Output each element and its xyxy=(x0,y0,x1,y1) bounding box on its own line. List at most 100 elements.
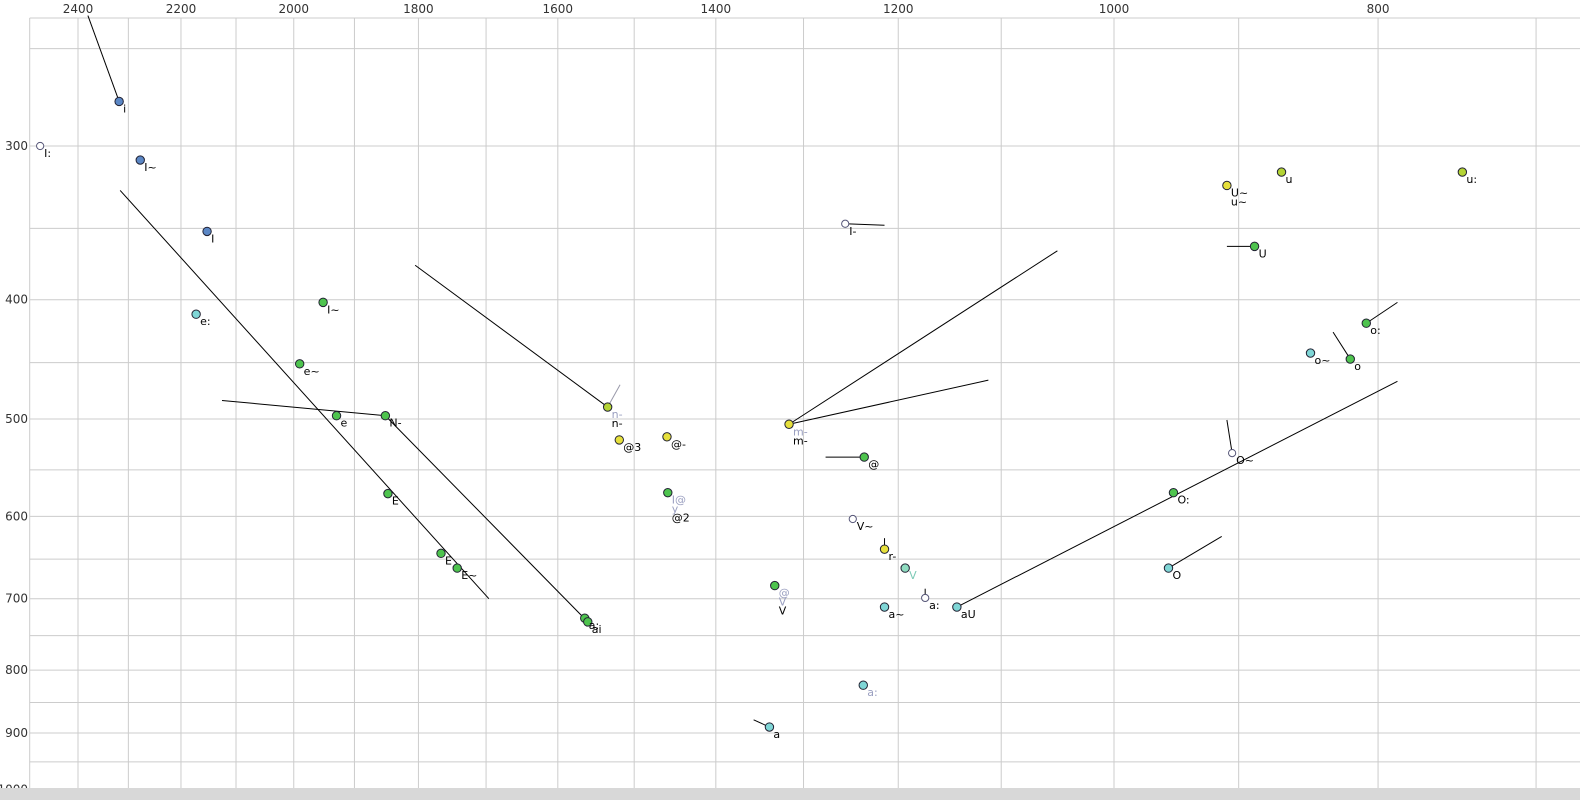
data-point xyxy=(114,96,124,107)
data-point xyxy=(614,435,624,445)
point-label: e~ xyxy=(304,365,320,378)
data-point xyxy=(784,419,794,429)
data-point xyxy=(1345,354,1355,364)
point-label: @ xyxy=(779,587,790,600)
point-tail-line xyxy=(845,223,885,226)
data-point xyxy=(900,563,910,573)
y-axis-tick-label: 600 xyxy=(5,509,28,523)
point-label: o~ xyxy=(1315,354,1331,367)
x-axis-tick-label: 2200 xyxy=(166,2,197,16)
data-point xyxy=(1457,167,1468,177)
data-point xyxy=(191,309,201,319)
point-label: r- xyxy=(889,550,897,563)
point-label: V xyxy=(779,605,787,618)
data-point xyxy=(1249,241,1260,252)
point-label: i xyxy=(123,102,126,115)
point-label: m- xyxy=(793,434,808,447)
x-axis-tick-label: 2400 xyxy=(63,2,94,16)
data-point xyxy=(859,452,869,462)
point-label: a~ xyxy=(889,608,905,621)
data-point xyxy=(383,488,393,499)
point-label: U~ xyxy=(1231,186,1248,199)
x-axis-tick-label: 1800 xyxy=(403,2,434,16)
data-point xyxy=(879,602,890,612)
data-point xyxy=(1222,180,1232,191)
data-point xyxy=(879,544,890,554)
point-label: @- xyxy=(671,438,686,451)
data-point xyxy=(1305,348,1316,358)
data-point xyxy=(770,580,780,591)
point-label: u: xyxy=(1466,173,1477,186)
point-label: V~ xyxy=(857,520,874,533)
point-label: u~ xyxy=(1231,195,1247,208)
data-point xyxy=(318,297,328,308)
data-point xyxy=(1163,563,1174,573)
trajectory-line xyxy=(119,190,490,600)
point-label: I~ xyxy=(327,303,339,316)
point-label: O~ xyxy=(1236,454,1254,467)
x-axis-tick-label: 1200 xyxy=(883,2,914,16)
y-axis-tick-label: 300 xyxy=(5,139,28,153)
data-point xyxy=(848,514,857,524)
point-label: V xyxy=(779,596,787,609)
x-axis-tick-label: 2000 xyxy=(278,2,309,16)
point-label: n- xyxy=(612,417,623,430)
point-label: I- xyxy=(849,225,856,238)
point-label: u xyxy=(1286,173,1293,186)
point-tail-line xyxy=(1226,419,1233,454)
data-point xyxy=(380,411,391,421)
data-point xyxy=(602,402,613,412)
point-tail-line xyxy=(221,399,386,417)
point-label: N- xyxy=(389,417,401,430)
point-tail-line xyxy=(788,250,1058,425)
point-label: I@ xyxy=(672,494,686,507)
point-label: U xyxy=(1259,247,1267,260)
point-label: m- xyxy=(793,425,808,438)
bottom-bar xyxy=(0,788,1580,800)
point-label: y xyxy=(672,503,679,516)
point-label: E xyxy=(392,495,399,508)
data-point xyxy=(952,602,962,612)
point-label: E xyxy=(445,554,452,567)
data-point xyxy=(36,141,45,151)
y-axis-tick-label: 500 xyxy=(5,412,28,426)
x-axis-tick-label: 800 xyxy=(1367,2,1390,16)
point-label: I xyxy=(211,232,214,245)
point-label: e xyxy=(341,417,348,430)
point-label: V xyxy=(909,569,917,582)
point-label: E~ xyxy=(461,569,477,582)
data-point xyxy=(583,617,593,627)
point-label: I~ xyxy=(144,161,156,174)
point-label: o xyxy=(1354,360,1361,373)
point-label: @3 xyxy=(623,441,641,454)
x-axis-tick-label: 1400 xyxy=(701,2,732,16)
point-label: I: xyxy=(44,147,51,160)
data-point xyxy=(1228,448,1237,458)
point-label: o: xyxy=(1370,324,1380,337)
data-point xyxy=(841,219,850,228)
point-tail-line xyxy=(414,264,608,408)
point-label: a: xyxy=(929,599,939,612)
data-point xyxy=(663,487,673,498)
point-tail-line xyxy=(1366,301,1398,324)
point-label: e: xyxy=(200,315,210,328)
point-label: ai xyxy=(592,623,602,636)
point-label: a xyxy=(773,728,780,741)
point-tail-line xyxy=(1168,536,1222,569)
point-tail-line xyxy=(1332,331,1351,360)
x-axis-tick-label: 1600 xyxy=(543,2,574,16)
data-point xyxy=(436,548,446,559)
y-axis-tick-label: 800 xyxy=(5,663,28,677)
data-point xyxy=(452,563,462,573)
point-label: @2 xyxy=(672,512,690,525)
data-point xyxy=(294,359,305,369)
point-label: n- xyxy=(612,408,623,421)
point-label: a: xyxy=(589,619,599,632)
point-label: O: xyxy=(1177,494,1189,507)
point-tail-line xyxy=(788,379,989,425)
data-point xyxy=(764,722,775,732)
data-point xyxy=(1276,167,1287,177)
